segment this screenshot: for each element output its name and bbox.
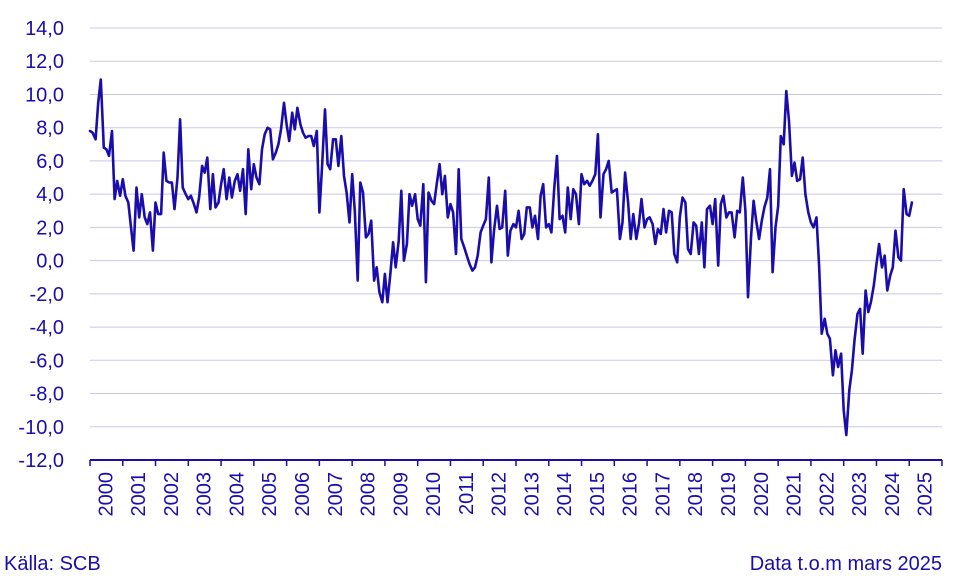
- x-tick-label: 2022: [816, 472, 838, 517]
- x-tick-label: 2005: [259, 472, 281, 517]
- x-tick-label: 2002: [161, 472, 183, 517]
- x-tick-label: 2013: [521, 472, 543, 517]
- x-tick-label: 2010: [423, 472, 445, 517]
- data-period-note: Data t.o.m mars 2025: [749, 553, 942, 575]
- x-tick-label: 2007: [325, 472, 347, 517]
- y-tick-label: -6,0: [30, 350, 64, 372]
- y-tick-label: -2,0: [30, 284, 64, 306]
- x-tick-label: 2001: [128, 472, 150, 517]
- x-tick-label: 2012: [489, 472, 511, 517]
- y-tick-label: 12,0: [25, 51, 64, 73]
- y-tick-label: 10,0: [25, 84, 64, 106]
- x-tick-label: 2004: [226, 472, 248, 517]
- x-tick-label: 2018: [685, 472, 707, 517]
- x-tick-label: 2019: [718, 472, 740, 517]
- x-tick-label: 2025: [915, 472, 937, 517]
- y-tick-label: 6,0: [36, 151, 64, 173]
- series-line: [88, 78, 914, 437]
- y-tick-label: 2,0: [36, 217, 64, 239]
- x-tick-label: 2021: [784, 472, 806, 517]
- x-tick-label: 2006: [292, 472, 314, 517]
- y-tick-label: 14,0: [25, 18, 64, 40]
- y-tick-label: -4,0: [30, 317, 64, 339]
- x-tick-label: 2017: [652, 472, 674, 517]
- x-tick-label: 2008: [358, 472, 380, 517]
- x-tick-label: 2009: [390, 472, 412, 517]
- y-tick-label: -10,0: [18, 417, 64, 439]
- y-tick-label: 8,0: [36, 118, 64, 140]
- y-tick-label: 0,0: [36, 251, 64, 273]
- x-tick-label: 2011: [456, 472, 478, 515]
- x-tick-label: 2014: [554, 472, 576, 517]
- y-tick-label: 4,0: [36, 184, 64, 206]
- x-tick-label: 2015: [587, 472, 609, 517]
- y-axis: -12,0 -10,0 -8,0 -6,0 -4,0 -2,0 0,0 2,0 4,0 6,0 8,…: [18, 18, 64, 472]
- x-tick-label: 2023: [849, 472, 871, 517]
- y-tick-label: -8,0: [30, 384, 64, 406]
- x-tick-label: 2003: [194, 472, 216, 517]
- x-tick-label: 2024: [882, 472, 904, 517]
- x-axis: 2000 2001 2002 2003 2004 2005 2006 2007 2008 2009…: [89, 459, 943, 517]
- x-tick-label: 2016: [620, 472, 642, 517]
- x-tick-label: 2020: [751, 472, 773, 517]
- source-note: Källa: SCB: [4, 553, 101, 575]
- y-tick-label: -12,0: [18, 450, 64, 472]
- series-group: [88, 78, 914, 437]
- gridlines: [90, 27, 942, 428]
- x-tick-label: 2000: [95, 472, 117, 517]
